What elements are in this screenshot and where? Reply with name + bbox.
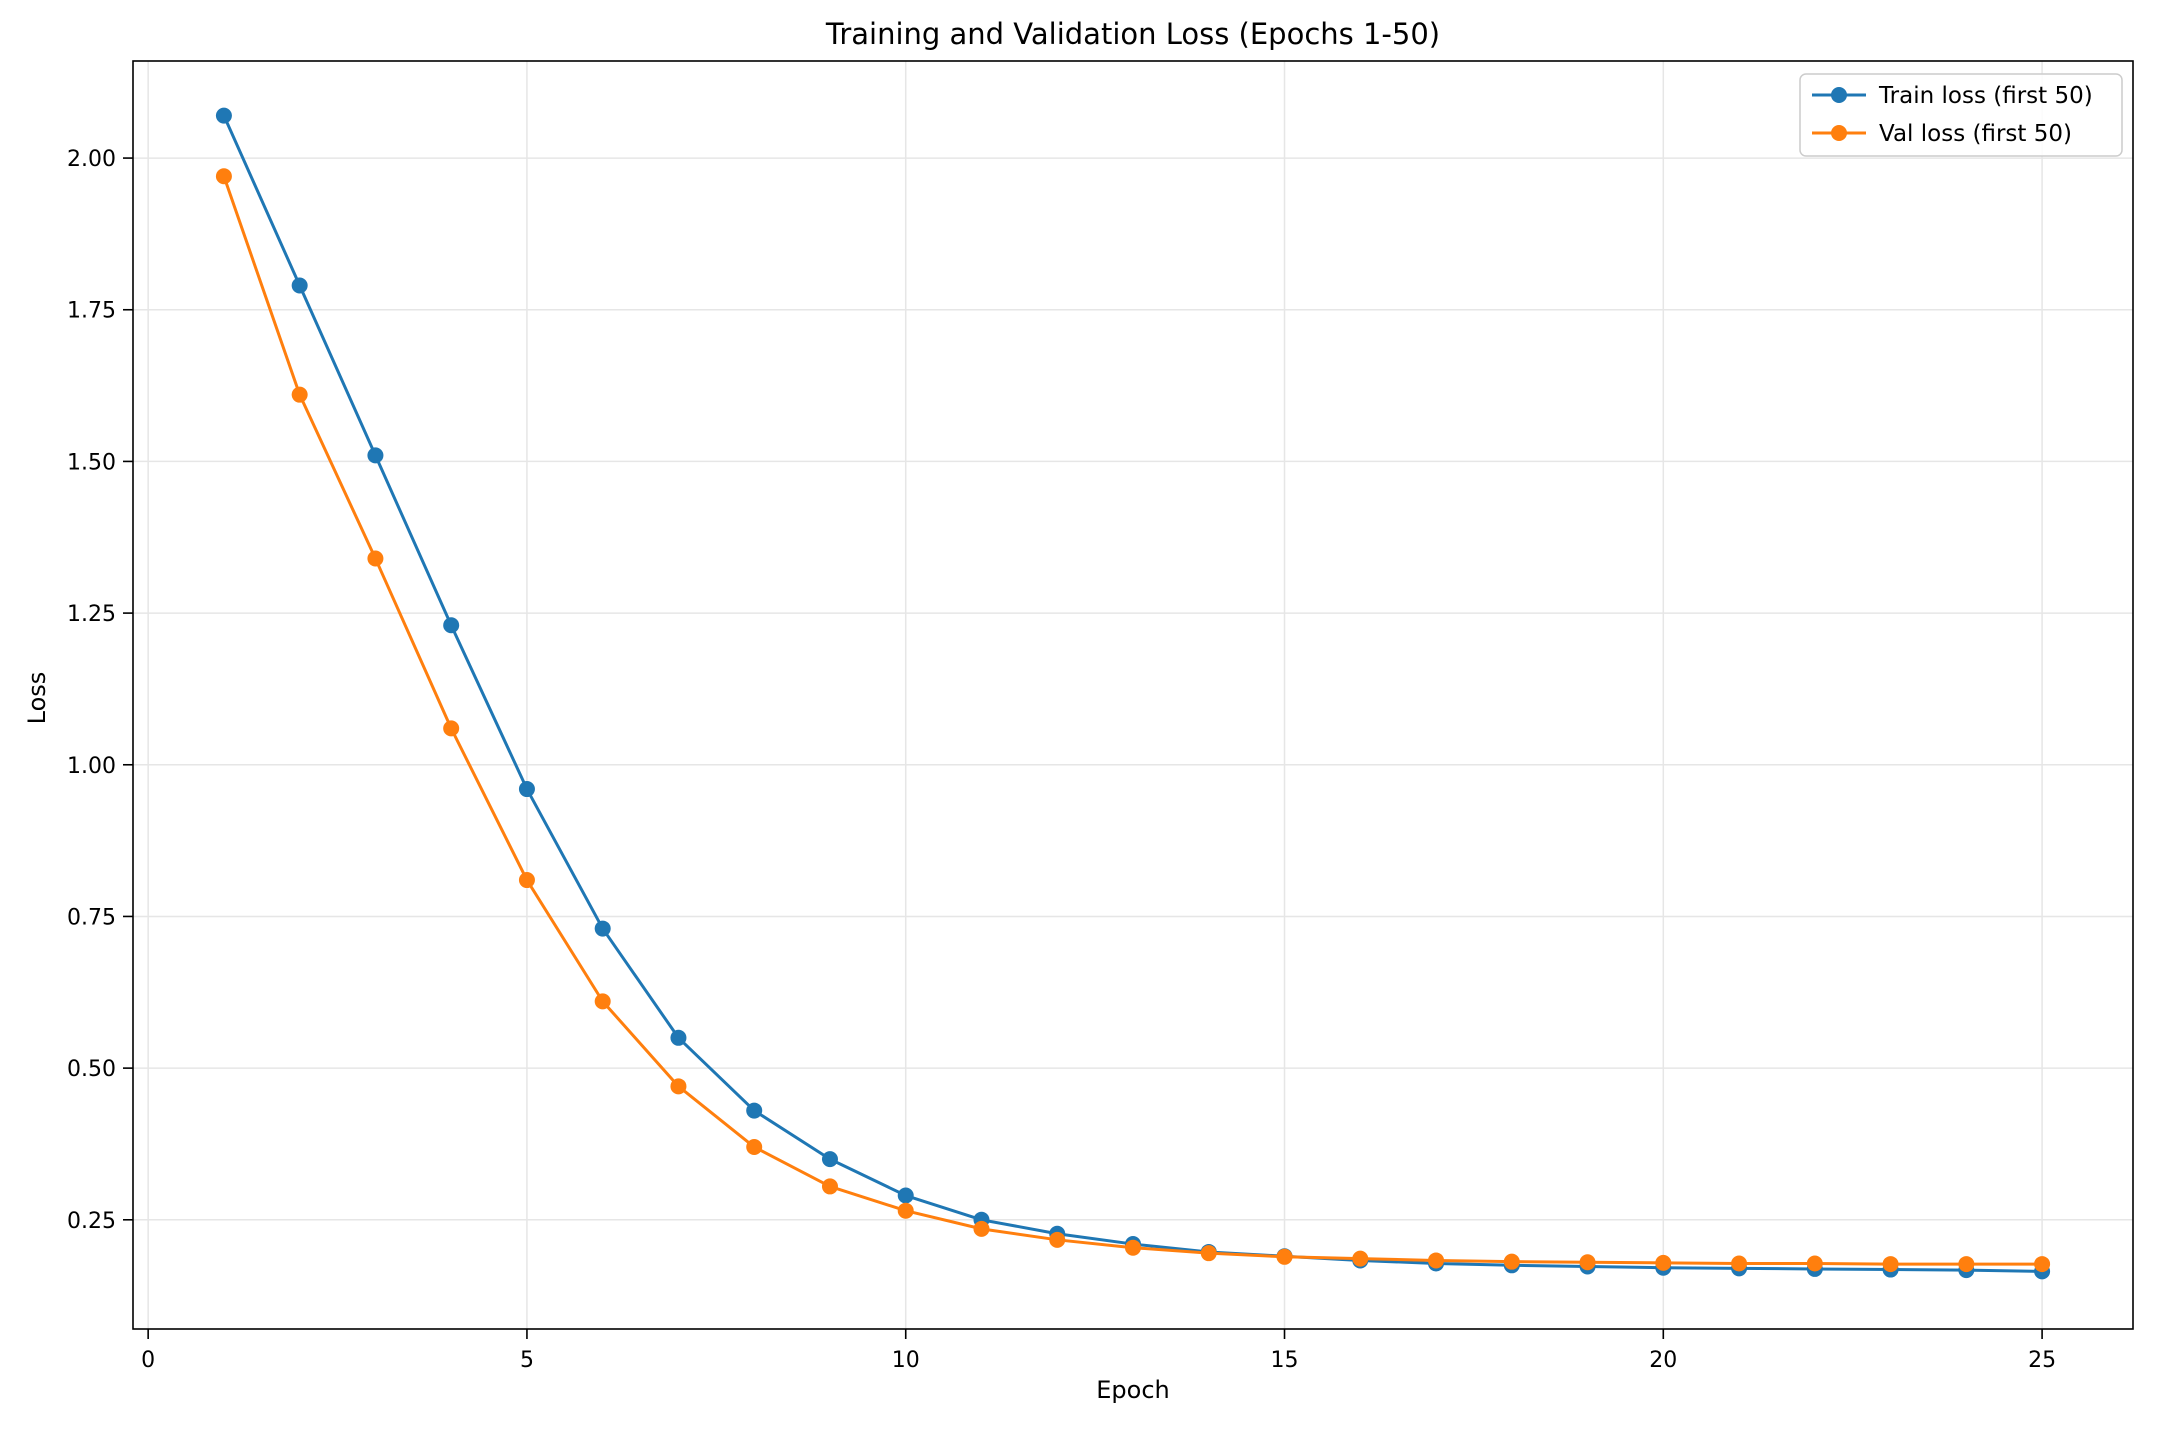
point-train-epoch-9: [821, 1151, 838, 1168]
point-val-epoch-24: [1958, 1256, 1975, 1273]
legend-entry-train: Train loss (first 50): [1812, 83, 2093, 109]
y-tick-label: 2.00: [67, 147, 116, 172]
point-train-epoch-2: [291, 277, 308, 294]
y-tick-label: 0.25: [67, 1209, 116, 1234]
point-train-epoch-6: [594, 920, 611, 937]
point-train-epoch-8: [746, 1102, 763, 1119]
point-val-epoch-1: [215, 168, 232, 185]
y-axis-label: Loss: [23, 672, 51, 725]
legend-label-train: Train loss (first 50): [1878, 83, 2093, 109]
y-tick-label: 1.00: [67, 754, 116, 779]
chart-title: Training and Validation Loss (Epochs 1-5…: [825, 17, 1440, 51]
point-val-epoch-3: [367, 550, 384, 567]
point-val-epoch-6: [594, 993, 611, 1010]
point-val-epoch-17: [1428, 1252, 1445, 1269]
legend-marker-val: [1831, 125, 1847, 141]
point-train-epoch-7: [670, 1029, 687, 1046]
legend-marker-train: [1831, 87, 1847, 103]
plot-frame: [132, 60, 2134, 1330]
point-train-epoch-1: [215, 107, 232, 124]
point-val-epoch-11: [973, 1220, 990, 1237]
point-val-epoch-16: [1352, 1250, 1369, 1267]
y-tick-label: 1.50: [67, 450, 116, 475]
y-tick-label: 0.75: [67, 905, 116, 930]
point-val-epoch-2: [291, 386, 308, 403]
point-val-epoch-20: [1655, 1254, 1672, 1271]
legend-entry-val: Val loss (first 50): [1812, 121, 2072, 147]
point-train-epoch-5: [518, 781, 535, 798]
point-val-epoch-4: [443, 720, 460, 737]
x-tick-label: 10: [892, 1348, 920, 1373]
point-val-epoch-14: [1200, 1245, 1217, 1262]
y-tick-label: 0.50: [67, 1057, 116, 1082]
point-train-epoch-10: [897, 1187, 914, 1204]
point-val-epoch-8: [746, 1138, 763, 1155]
point-val-epoch-15: [1276, 1248, 1293, 1265]
point-val-epoch-22: [1806, 1255, 1823, 1272]
grid-layer: [133, 61, 2133, 1329]
point-val-epoch-13: [1125, 1239, 1141, 1256]
point-val-epoch-23: [1882, 1256, 1899, 1273]
legend: Train loss (first 50) Val loss (first 50…: [1799, 73, 2123, 157]
point-val-epoch-18: [1503, 1253, 1520, 1270]
y-tick-label: 1.25: [67, 602, 116, 627]
x-tick-label: 15: [1271, 1348, 1299, 1373]
x-axis-label: Epoch: [1096, 1376, 1170, 1404]
point-val-epoch-12: [1049, 1231, 1066, 1248]
point-val-epoch-9: [821, 1178, 838, 1195]
axes-layer: 0 5 10 15 20 25 0.25 0.50 0.75 1.00 1.25 1.50 1.75 2.…: [67, 147, 2056, 1373]
point-val-epoch-7: [670, 1078, 687, 1095]
y-tick-label: 1.75: [67, 299, 116, 324]
x-tick-label: 0: [141, 1348, 155, 1373]
x-tick-label: 25: [2028, 1348, 2056, 1373]
plot-area-background: [133, 61, 2133, 1329]
point-val-epoch-21: [1731, 1255, 1748, 1272]
legend-label-val: Val loss (first 50): [1879, 121, 2072, 147]
point-val-epoch-5: [518, 872, 535, 889]
point-val-epoch-10: [897, 1202, 914, 1219]
legend-frame: [1799, 73, 2123, 157]
point-val-epoch-19: [1579, 1254, 1596, 1271]
series-layer: [215, 107, 2051, 1280]
point-train-epoch-4: [443, 617, 460, 634]
point-val-epoch-25: [2034, 1256, 2051, 1273]
point-train-epoch-3: [367, 447, 384, 464]
x-tick-label: 20: [1649, 1348, 1677, 1373]
x-tick-label: 5: [520, 1348, 534, 1373]
